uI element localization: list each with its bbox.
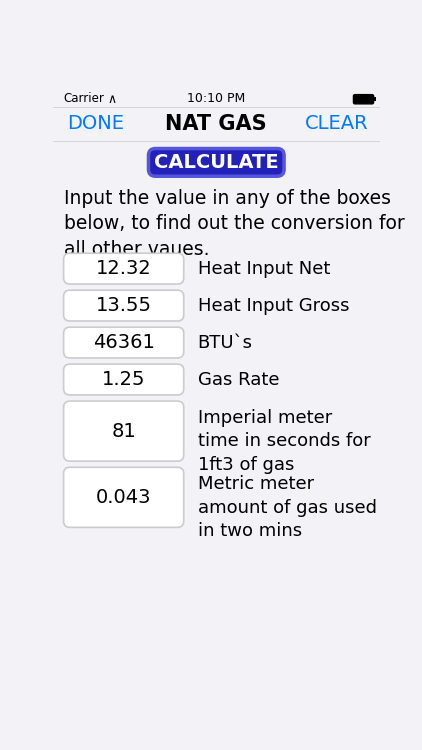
FancyBboxPatch shape [354, 94, 373, 104]
Text: 0.043: 0.043 [96, 488, 151, 507]
Text: 46361: 46361 [93, 333, 154, 352]
FancyBboxPatch shape [373, 98, 376, 101]
Text: 1.25: 1.25 [102, 370, 146, 389]
FancyBboxPatch shape [149, 148, 284, 176]
FancyBboxPatch shape [64, 467, 184, 527]
Text: Imperial meter
time in seconds for
1ft3 of gas: Imperial meter time in seconds for 1ft3 … [197, 409, 371, 474]
Text: ∧: ∧ [107, 93, 116, 106]
Text: 81: 81 [111, 422, 136, 440]
Text: CLEAR: CLEAR [306, 115, 369, 134]
Text: 10:10 PM: 10:10 PM [187, 92, 246, 105]
Text: CALCULATE: CALCULATE [154, 153, 279, 172]
Text: Gas Rate: Gas Rate [197, 370, 279, 388]
Text: 12.32: 12.32 [96, 260, 151, 278]
Text: DONE: DONE [67, 115, 124, 134]
FancyBboxPatch shape [64, 254, 184, 284]
FancyBboxPatch shape [64, 401, 184, 461]
Text: Heat Input Net: Heat Input Net [197, 260, 330, 278]
FancyBboxPatch shape [64, 290, 184, 321]
Text: Heat Input Gross: Heat Input Gross [197, 296, 349, 314]
Text: NAT GAS: NAT GAS [165, 114, 267, 134]
Text: BTU`s: BTU`s [197, 334, 253, 352]
FancyBboxPatch shape [64, 364, 184, 395]
Text: Carrier: Carrier [64, 92, 105, 105]
FancyBboxPatch shape [64, 327, 184, 358]
Text: 13.55: 13.55 [96, 296, 151, 315]
Text: Input the value in any of the boxes
below, to find out the conversion for
all ot: Input the value in any of the boxes belo… [64, 188, 404, 259]
Text: Metric meter
amount of gas used
in two mins: Metric meter amount of gas used in two m… [197, 475, 377, 540]
